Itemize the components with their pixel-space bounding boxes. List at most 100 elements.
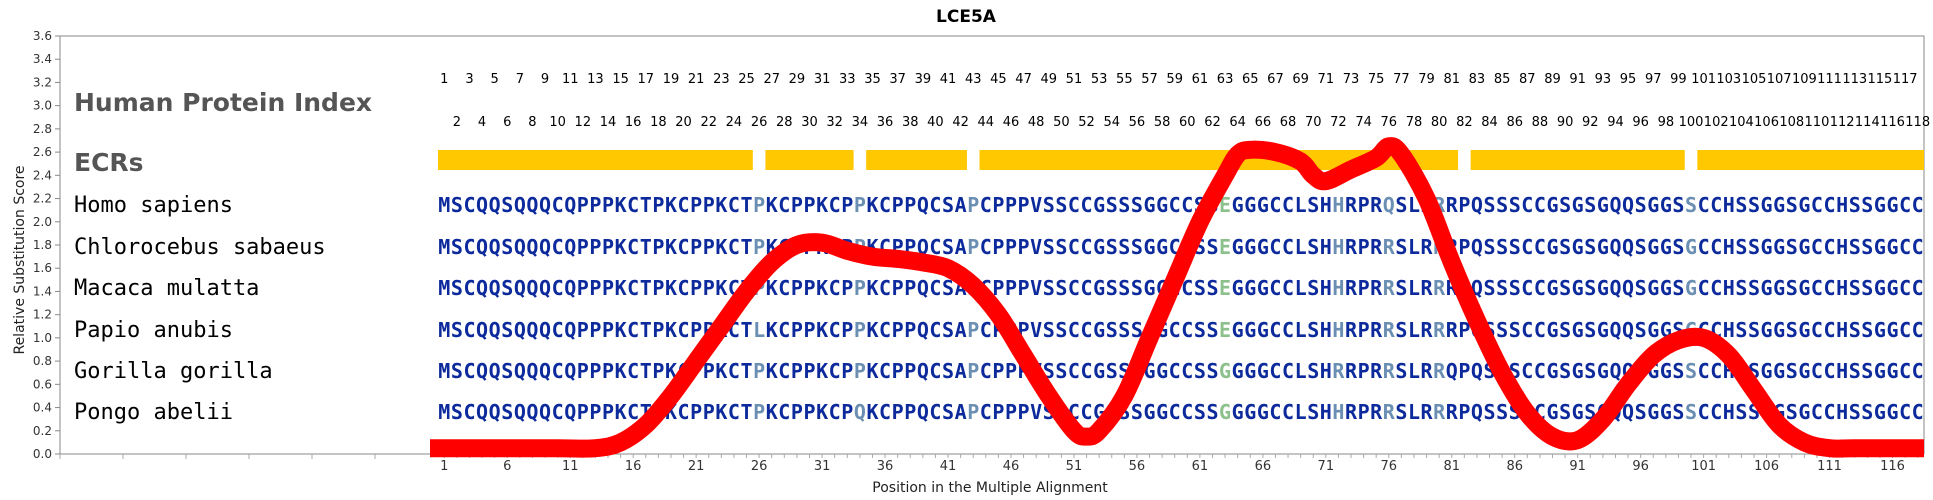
residue: C bbox=[728, 193, 740, 217]
residue: G bbox=[1597, 193, 1609, 217]
residue: L bbox=[1408, 235, 1420, 259]
residue: G bbox=[1773, 359, 1785, 383]
protein-index-number: 64 bbox=[1229, 115, 1246, 130]
residue: C bbox=[1811, 359, 1823, 383]
residue: R bbox=[1446, 400, 1459, 424]
protein-index-number: 71 bbox=[1318, 72, 1335, 87]
residue: C bbox=[1269, 276, 1281, 300]
residue: P bbox=[791, 359, 803, 383]
residue: P bbox=[841, 318, 853, 342]
residue: S bbox=[1509, 276, 1521, 300]
residue: Q bbox=[489, 400, 501, 424]
residue: S bbox=[1118, 276, 1130, 300]
residue: C bbox=[1698, 276, 1710, 300]
residue: P bbox=[791, 318, 803, 342]
residue: P bbox=[589, 276, 601, 300]
residue: S bbox=[1484, 276, 1496, 300]
residue: C bbox=[1534, 359, 1546, 383]
x-tick-label: 26 bbox=[751, 459, 768, 474]
residue: R bbox=[1370, 318, 1383, 342]
protein-index-number: 16 bbox=[625, 115, 642, 130]
residue: Q bbox=[1609, 193, 1621, 217]
protein-index-number: 84 bbox=[1481, 115, 1498, 130]
protein-index-number: 40 bbox=[927, 115, 944, 130]
y-tick-label: 3.0 bbox=[33, 99, 52, 113]
residue: C bbox=[1811, 318, 1823, 342]
residue: P bbox=[803, 359, 815, 383]
residue: R bbox=[1345, 400, 1358, 424]
residue: K bbox=[766, 276, 778, 300]
residue: C bbox=[1811, 235, 1823, 259]
residue: K bbox=[866, 276, 878, 300]
residue: V bbox=[1030, 193, 1042, 217]
residue: S bbox=[1206, 235, 1218, 259]
residue: P bbox=[892, 359, 904, 383]
residue: G bbox=[1773, 318, 1785, 342]
y-tick-label: 0.2 bbox=[33, 424, 52, 438]
y-tick-label: 0.4 bbox=[33, 401, 52, 415]
residue: P bbox=[602, 193, 614, 217]
residue: H bbox=[1332, 235, 1344, 259]
residue: S bbox=[1559, 318, 1571, 342]
protein-index-number: 78 bbox=[1406, 115, 1423, 130]
residue: G bbox=[1244, 193, 1256, 217]
protein-index-number: 88 bbox=[1532, 115, 1549, 130]
residue: C bbox=[1068, 235, 1080, 259]
residue: K bbox=[615, 235, 627, 259]
residue: R bbox=[1421, 235, 1434, 259]
species-label: Pongo abelii bbox=[74, 400, 233, 425]
protein-index-number: 63 bbox=[1217, 72, 1234, 87]
residue: C bbox=[1181, 400, 1193, 424]
residue: C bbox=[1269, 318, 1281, 342]
residue: P bbox=[577, 193, 589, 217]
residue: C bbox=[1710, 235, 1722, 259]
residue: G bbox=[1093, 318, 1105, 342]
residue: G bbox=[1093, 193, 1105, 217]
residue: C bbox=[1912, 318, 1924, 342]
residue: C bbox=[778, 359, 790, 383]
residue: H bbox=[1836, 400, 1848, 424]
protein-index-number: 93 bbox=[1595, 72, 1612, 87]
residue: H bbox=[1836, 359, 1848, 383]
residue: Q bbox=[526, 400, 538, 424]
residue: H bbox=[1723, 400, 1735, 424]
residue: C bbox=[463, 276, 475, 300]
residue: K bbox=[766, 318, 778, 342]
residue: S bbox=[942, 276, 954, 300]
protein-index-number: 18 bbox=[650, 115, 667, 130]
residue: P bbox=[703, 400, 715, 424]
residue: K bbox=[766, 193, 778, 217]
protein-index-number: 33 bbox=[839, 72, 856, 87]
residue: G bbox=[1232, 235, 1244, 259]
protein-index-number: 104 bbox=[1729, 115, 1754, 130]
protein-index-number: 22 bbox=[700, 115, 717, 130]
x-tick-label: 61 bbox=[1192, 459, 1209, 474]
residue: S bbox=[451, 359, 463, 383]
residue: G bbox=[1761, 235, 1773, 259]
residue: L bbox=[1295, 276, 1307, 300]
residue: G bbox=[1546, 235, 1558, 259]
protein-index-number: 118 bbox=[1905, 115, 1930, 130]
x-tick-label: 56 bbox=[1129, 459, 1146, 474]
residue: R bbox=[1383, 318, 1396, 342]
residue: K bbox=[715, 235, 727, 259]
x-tick-label: 36 bbox=[877, 459, 894, 474]
protein-index-number: 86 bbox=[1506, 115, 1523, 130]
protein-index-number: 109 bbox=[1792, 72, 1817, 87]
residue: S bbox=[1584, 359, 1596, 383]
residue: R bbox=[1433, 276, 1446, 300]
protein-index-number: 74 bbox=[1355, 115, 1372, 130]
residue: M bbox=[438, 235, 450, 259]
x-tick-label: 41 bbox=[940, 459, 957, 474]
residue: C bbox=[929, 276, 941, 300]
residue: C bbox=[627, 359, 639, 383]
residue: E bbox=[1219, 276, 1231, 300]
ecr-block bbox=[438, 150, 753, 170]
residue: R bbox=[1446, 318, 1459, 342]
residue: C bbox=[829, 193, 841, 217]
residue: C bbox=[1068, 359, 1080, 383]
residue: Q bbox=[917, 193, 929, 217]
residue: R bbox=[1345, 276, 1358, 300]
residue: C bbox=[1521, 276, 1533, 300]
protein-index-number: 24 bbox=[726, 115, 743, 130]
